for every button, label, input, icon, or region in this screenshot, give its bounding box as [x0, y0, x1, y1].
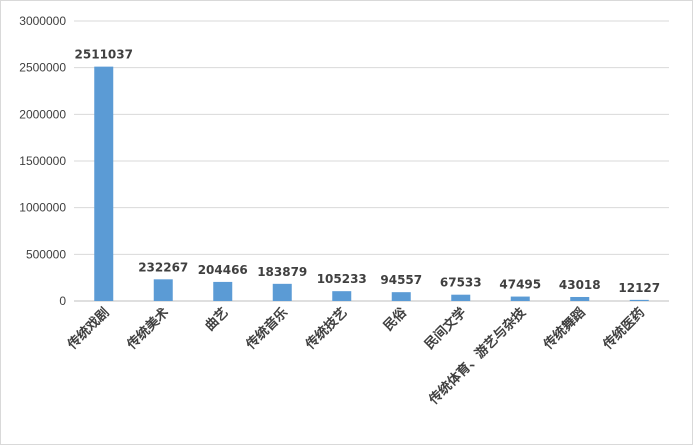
x-tick-label: 传统体育、游艺与杂技 — [425, 304, 530, 409]
y-tick-label: 2000000 — [19, 107, 66, 121]
bar — [570, 296, 590, 301]
x-tick-label: 传统美术 — [123, 305, 172, 354]
data-label: 12127 — [618, 281, 660, 295]
data-label: 43018 — [559, 278, 601, 292]
y-axis-ticks: 0 500000 1000000 1500000 2000000 2500000 30000… — [19, 14, 66, 308]
bar — [451, 294, 471, 301]
bar — [510, 296, 530, 301]
y-tick-label: 0 — [59, 294, 66, 308]
x-tick-label: 曲艺 — [202, 305, 232, 335]
y-tick-label: 1000000 — [19, 201, 66, 215]
bar — [391, 292, 411, 301]
bar — [213, 281, 233, 301]
bar — [94, 66, 114, 302]
data-labels: 2511037 232267 204466 183879 105233 94557 6753… — [75, 48, 661, 295]
data-label: 105233 — [317, 272, 367, 286]
y-tick-label: 2500000 — [19, 61, 66, 75]
data-label: 204466 — [198, 263, 248, 277]
x-tick-label: 传统戏剧 — [64, 305, 113, 354]
data-label: 94557 — [380, 273, 422, 287]
x-tick-label: 传统医药 — [599, 305, 648, 354]
data-label: 67533 — [440, 276, 482, 290]
x-tick-label: 传统音乐 — [242, 305, 291, 354]
bar — [629, 299, 649, 301]
y-tick-label: 500000 — [26, 247, 66, 261]
x-tick-label: 民俗 — [380, 304, 410, 334]
bar — [332, 291, 352, 301]
data-label: 232267 — [138, 260, 188, 274]
y-tick-label: 3000000 — [19, 14, 66, 28]
x-tick-label: 民间文学 — [421, 305, 469, 353]
data-label: 47495 — [499, 278, 541, 292]
data-label: 183879 — [257, 265, 307, 279]
bars — [94, 66, 649, 302]
gridlines — [74, 20, 669, 302]
x-tick-label: 传统舞蹈 — [540, 305, 589, 354]
bar — [153, 279, 173, 301]
x-tick-label: 传统技艺 — [302, 305, 351, 354]
y-tick-label: 1500000 — [19, 154, 66, 168]
bar — [272, 283, 292, 301]
data-label: 2511037 — [75, 48, 133, 62]
